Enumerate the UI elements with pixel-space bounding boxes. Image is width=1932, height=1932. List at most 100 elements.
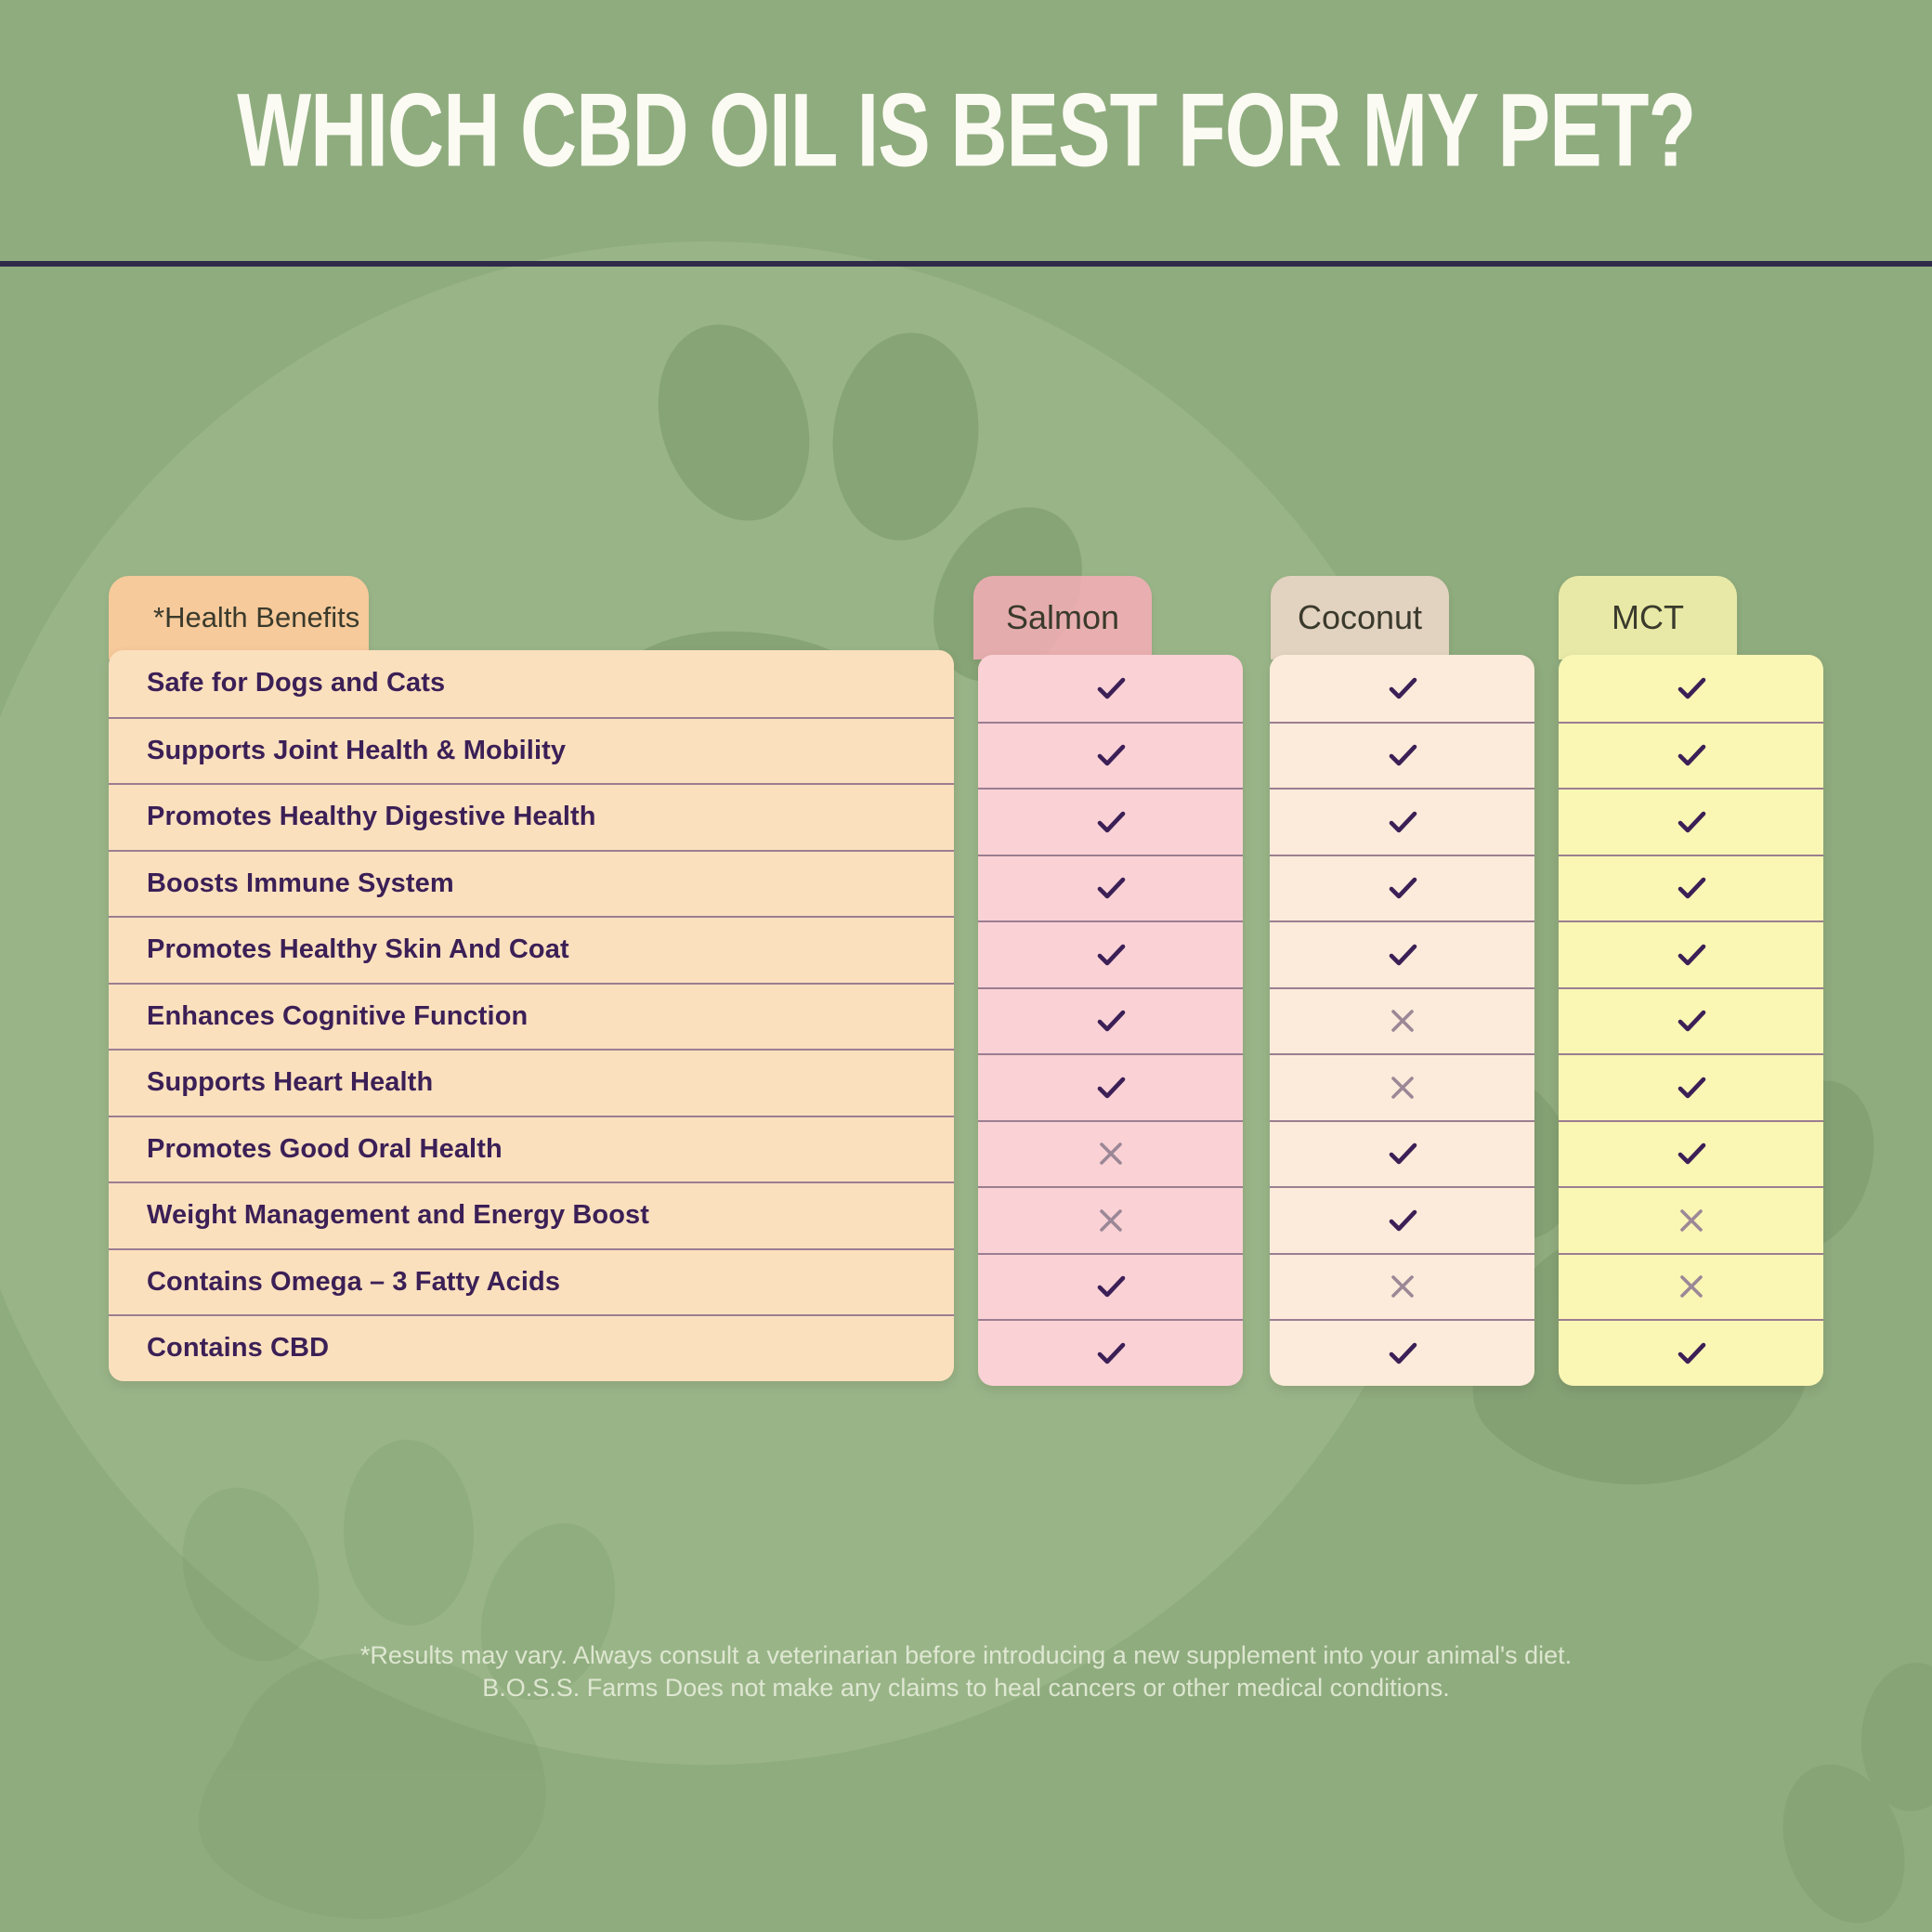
cell-coconut-row-7 xyxy=(1270,1053,1534,1120)
tab-mct-label: MCT xyxy=(1612,598,1684,636)
check-icon xyxy=(1090,802,1131,842)
table-row: Promotes Healthy Digestive Health xyxy=(109,783,954,850)
cross-icon xyxy=(1671,1200,1712,1241)
cell-salmon-row-8 xyxy=(978,1119,1243,1187)
cell-mct-row-6 xyxy=(1559,986,1823,1054)
check-icon xyxy=(1382,868,1423,908)
tab-salmon-label: Salmon xyxy=(1005,598,1120,636)
cell-mct-row-5 xyxy=(1559,920,1823,987)
table-row: Supports Joint Health & Mobility xyxy=(109,716,954,784)
benefit-label: Boosts Immune System xyxy=(147,868,454,898)
table-row: Promotes Healthy Skin And Coat xyxy=(109,916,954,983)
cell-coconut-row-4 xyxy=(1270,854,1534,921)
page-header: WHICH CBD OIL IS BEST FOR MY PET? xyxy=(0,0,1932,263)
check-icon xyxy=(1090,735,1131,776)
check-icon xyxy=(1671,934,1712,975)
cell-mct-row-2 xyxy=(1559,721,1823,789)
cell-coconut-row-1 xyxy=(1270,655,1534,722)
benefit-label: Promotes Good Oral Health xyxy=(147,1133,503,1164)
cell-coconut-row-9 xyxy=(1270,1186,1534,1253)
cell-mct-row-10 xyxy=(1559,1252,1823,1320)
table-row: Enhances Cognitive Function xyxy=(109,982,954,1050)
tab-salmon: Salmon xyxy=(973,576,1152,659)
check-icon xyxy=(1671,735,1712,776)
cell-mct-row-7 xyxy=(1559,1053,1823,1120)
cell-salmon-row-9 xyxy=(978,1186,1243,1253)
check-icon xyxy=(1090,1067,1131,1108)
cell-mct-row-3 xyxy=(1559,788,1823,855)
check-icon xyxy=(1671,1133,1712,1174)
column-salmon xyxy=(978,655,1243,1386)
header-divider xyxy=(0,261,1932,267)
cell-coconut-row-8 xyxy=(1270,1119,1534,1187)
table-row: Contains Omega – 3 Fatty Acids xyxy=(109,1247,954,1315)
table-row: Contains CBD xyxy=(109,1314,954,1381)
benefit-label: Weight Management and Energy Boost xyxy=(147,1200,650,1231)
cross-icon xyxy=(1382,1067,1423,1108)
check-icon xyxy=(1090,868,1131,908)
cell-coconut-row-10 xyxy=(1270,1252,1534,1320)
check-icon xyxy=(1090,668,1131,709)
benefit-label: Supports Joint Health & Mobility xyxy=(147,735,567,765)
cell-salmon-row-2 xyxy=(978,721,1243,789)
cell-mct-row-1 xyxy=(1559,655,1823,722)
cross-icon xyxy=(1382,1266,1423,1307)
check-icon xyxy=(1671,1333,1712,1374)
cell-salmon-row-4 xyxy=(978,854,1243,921)
cell-mct-row-9 xyxy=(1559,1186,1823,1253)
check-icon xyxy=(1090,934,1131,975)
check-icon xyxy=(1671,1000,1712,1041)
tab-coconut-label: Coconut xyxy=(1297,598,1423,636)
benefit-label: Contains CBD xyxy=(147,1333,330,1364)
cell-coconut-row-5 xyxy=(1270,920,1534,987)
cell-salmon-row-6 xyxy=(978,986,1243,1054)
table-row: Weight Management and Energy Boost xyxy=(109,1181,954,1248)
cell-coconut-row-2 xyxy=(1270,721,1534,789)
benefit-label: Enhances Cognitive Function xyxy=(147,1000,529,1031)
check-icon xyxy=(1671,802,1712,842)
tab-mct: MCT xyxy=(1559,576,1737,659)
tab-health-benefits: *Health Benefits xyxy=(109,576,369,659)
column-coconut xyxy=(1270,655,1534,1386)
check-icon xyxy=(1382,1200,1423,1241)
benefit-label: Contains Omega – 3 Fatty Acids xyxy=(147,1266,561,1297)
tab-health-benefits-label: *Health Benefits xyxy=(153,601,360,633)
benefit-label: Safe for Dogs and Cats xyxy=(147,668,446,698)
check-icon xyxy=(1090,1333,1131,1374)
cell-salmon-row-5 xyxy=(978,920,1243,987)
check-icon xyxy=(1382,668,1423,709)
cross-icon xyxy=(1382,1000,1423,1041)
check-icon xyxy=(1382,802,1423,842)
cell-salmon-row-11 xyxy=(978,1319,1243,1386)
check-icon xyxy=(1090,1266,1131,1307)
check-icon xyxy=(1382,735,1423,776)
cell-mct-row-4 xyxy=(1559,854,1823,921)
check-icon xyxy=(1382,1133,1423,1174)
check-icon xyxy=(1382,934,1423,975)
page-title: WHICH CBD OIL IS BEST FOR MY PET? xyxy=(236,72,1696,189)
check-icon xyxy=(1671,668,1712,709)
cell-salmon-row-7 xyxy=(978,1053,1243,1120)
cross-icon xyxy=(1671,1266,1712,1307)
table-row: Safe for Dogs and Cats xyxy=(109,650,954,717)
disclaimer-line-2: B.O.S.S. Farms Does not make any claims … xyxy=(482,1673,1450,1702)
benefit-label: Supports Heart Health xyxy=(147,1067,434,1098)
footer-disclaimer: *Results may vary. Always consult a vete… xyxy=(0,1639,1932,1704)
cell-salmon-row-1 xyxy=(978,655,1243,722)
column-mct xyxy=(1559,655,1823,1386)
cell-salmon-row-10 xyxy=(978,1252,1243,1320)
check-icon xyxy=(1671,868,1712,908)
cell-coconut-row-6 xyxy=(1270,986,1534,1054)
table-row: Supports Heart Health xyxy=(109,1049,954,1116)
benefit-label: Promotes Healthy Skin And Coat xyxy=(147,934,569,965)
cross-icon xyxy=(1090,1133,1131,1174)
cross-icon xyxy=(1090,1200,1131,1241)
table-row: Boosts Immune System xyxy=(109,849,954,917)
cell-coconut-row-3 xyxy=(1270,788,1534,855)
disclaimer-line-1: *Results may vary. Always consult a vete… xyxy=(359,1641,1573,1669)
benefit-label: Promotes Healthy Digestive Health xyxy=(147,802,596,832)
check-icon xyxy=(1382,1333,1423,1374)
cell-mct-row-8 xyxy=(1559,1119,1823,1187)
cell-coconut-row-11 xyxy=(1270,1319,1534,1386)
cell-mct-row-11 xyxy=(1559,1319,1823,1386)
